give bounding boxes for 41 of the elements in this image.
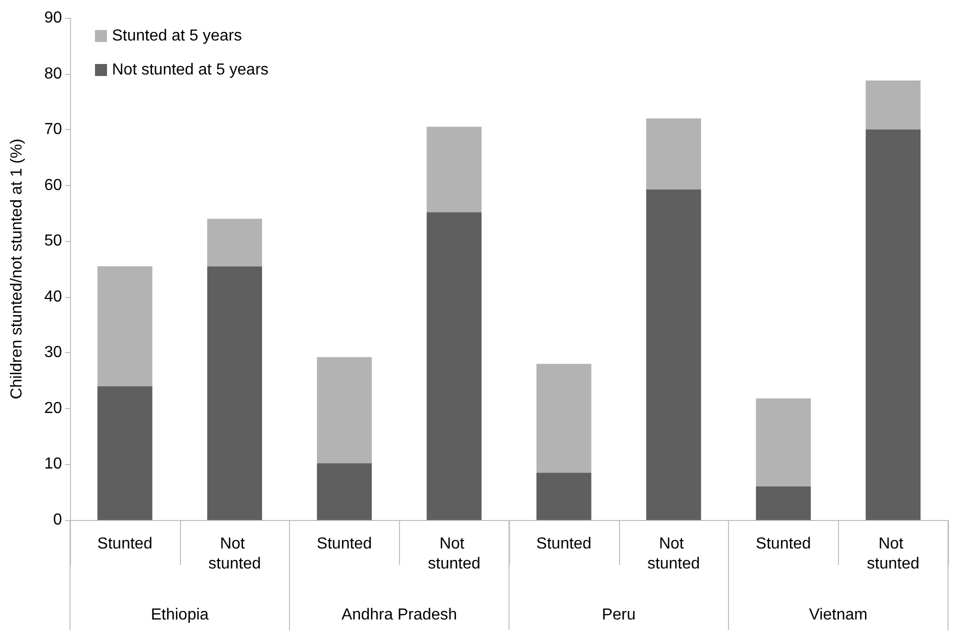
y-axis-title: Children stunted/not stunted at 1 (%) [8,138,26,400]
bar [646,118,702,190]
x-tick-label: Stunted [316,536,372,552]
y-tick-label: 70 [44,121,62,138]
bar [207,266,262,520]
bar [756,486,811,520]
text: Andhra Pradesh [341,606,458,624]
x-tick-label: Stunted [97,536,152,552]
bar [536,364,592,473]
text: Ethiopia [150,606,209,624]
bar [97,266,152,386]
x-tick-label: Not stunted [428,536,480,572]
y-tick-label: 30 [44,344,62,362]
bar [866,80,921,130]
bar [756,398,811,487]
bar [316,463,372,520]
y-tick-label: 0 [53,512,62,528]
legend-label: Stunted at 5 years [112,28,242,44]
bar [426,212,482,520]
y-tick-label: 50 [44,232,62,250]
x-tick-label: Not stunted [866,536,920,572]
x-tick-label: Not stunted [208,536,261,572]
bar [866,130,921,520]
text: Vietnam [809,606,868,624]
bar [646,189,702,520]
legend-label: Not stunted at 5 years [112,62,269,78]
y-tick-label: 60 [44,176,62,194]
x-tick-label: Stunted [536,536,592,552]
y-tick-label: 40 [44,288,62,306]
bar [536,472,592,520]
bar [207,218,262,266]
bar [426,126,482,212]
y-tick-label: 10 [44,456,62,473]
text: Peru [602,606,636,624]
x-tick-label: Not stunted [647,536,700,572]
y-tick-label: 80 [44,65,62,82]
y-tick-label: 90 [44,10,62,26]
bar [97,386,152,520]
y-tick-label: 20 [44,400,62,417]
bar [316,357,372,464]
x-tick-label: Stunted [756,536,811,552]
